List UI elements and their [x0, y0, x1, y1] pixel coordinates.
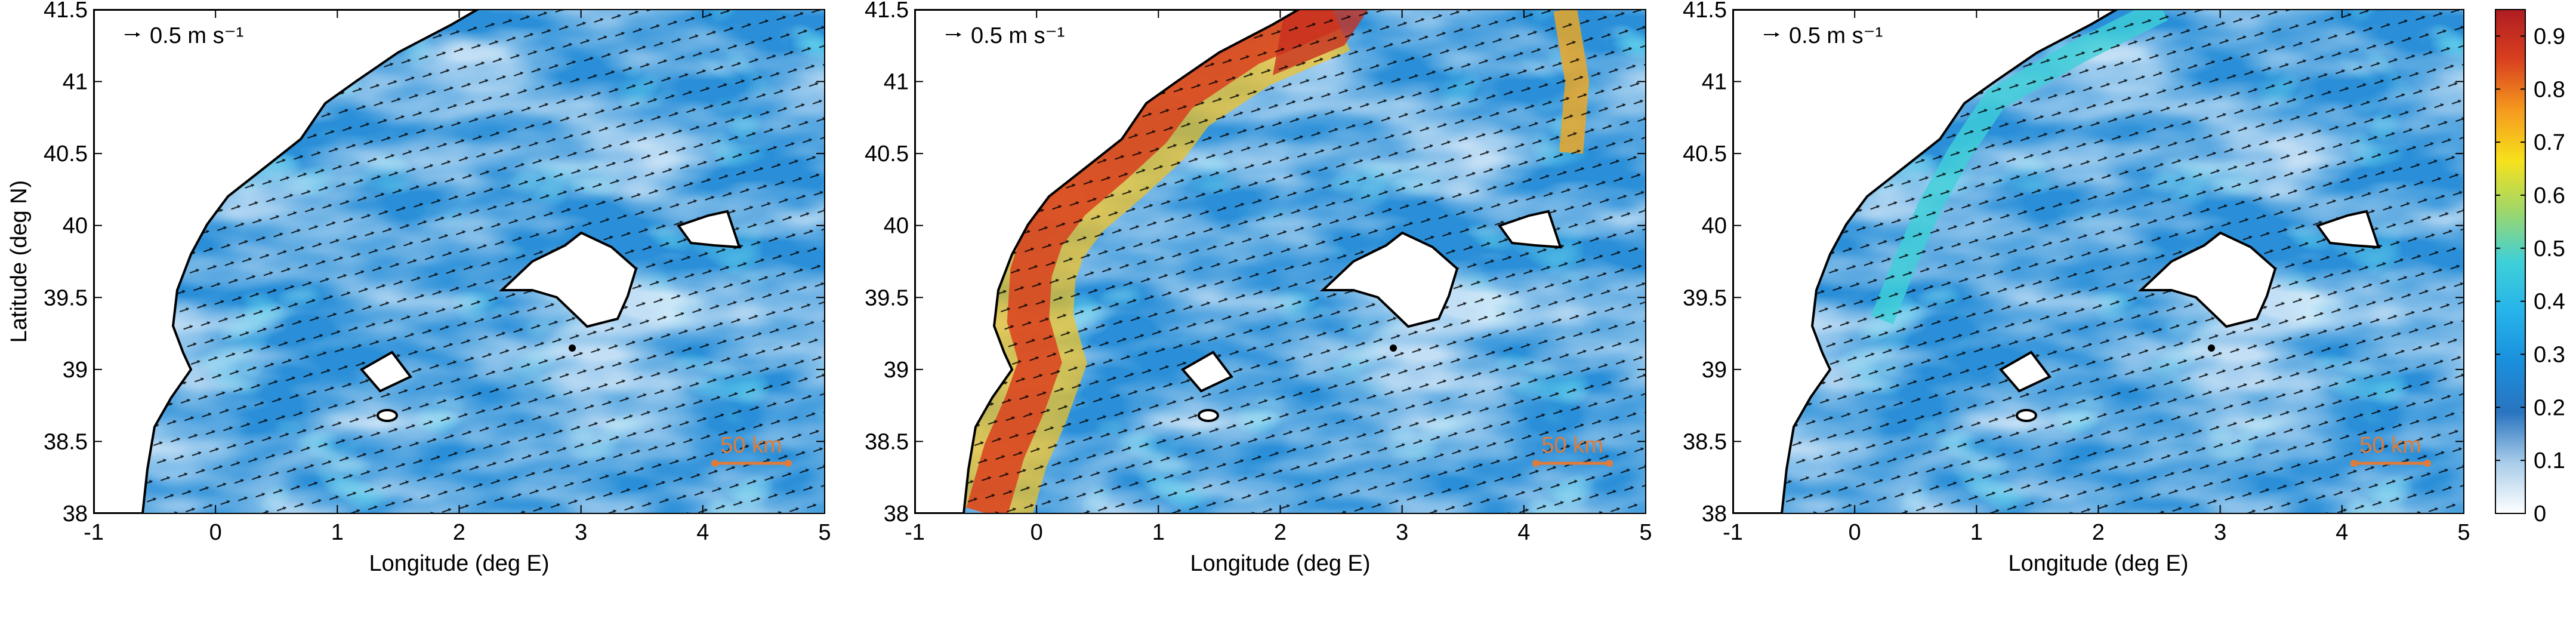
- colorbar-tick-label: 0.2: [2534, 395, 2565, 420]
- x-tick-label: 5: [818, 520, 831, 545]
- y-tick-label: 41.5: [1683, 0, 1727, 23]
- x-tick-label: -1: [1723, 520, 1743, 545]
- y-tick-label: 39.5: [44, 285, 88, 310]
- y-tick-label: 39: [884, 358, 909, 383]
- x-tick-label: -1: [905, 520, 925, 545]
- x-axis-label: Longitude (deg E): [1190, 551, 1370, 576]
- x-tick-label: 4: [696, 520, 709, 545]
- x-tick-label: 3: [2214, 520, 2226, 545]
- x-tick-label: 4: [1517, 520, 1530, 545]
- y-tick-label: 41.5: [44, 0, 88, 23]
- x-tick-label: 0: [1031, 520, 1043, 545]
- colorbar-tick-label: 0.7: [2534, 130, 2565, 155]
- colorbar-tick-label: 0.4: [2534, 290, 2565, 315]
- colorbar-tick-label: 0.5: [2534, 236, 2565, 261]
- y-tick-label: 40: [1702, 214, 1727, 239]
- x-tick-label: 4: [2336, 520, 2348, 545]
- y-tick-label: 39: [1702, 358, 1727, 383]
- colorbar-tick-label: 0.6: [2534, 183, 2565, 208]
- speed-field: [94, 10, 825, 513]
- x-axis-label: Longitude (deg E): [369, 551, 549, 576]
- y-tick-label: 40: [63, 214, 88, 239]
- scale-label: 50 km: [2359, 433, 2421, 458]
- x-tick-label: 0: [1849, 520, 1861, 545]
- x-tick-label: 5: [2457, 520, 2470, 545]
- y-tick-label: 38: [884, 501, 909, 527]
- y-tick-label: 41: [63, 70, 88, 95]
- x-tick-label: 2: [453, 520, 465, 545]
- y-tick-label: 38.5: [865, 429, 909, 454]
- reference-arrow-head: [1775, 32, 1779, 37]
- x-tick-label: -1: [84, 520, 104, 545]
- y-tick-label: 39: [63, 358, 88, 383]
- scale-bar-end: [711, 460, 718, 467]
- map-panel: -1 0 1 2 3 4 5 38 38.5 39 39.5 40 40.5 41 41.5 Longitud…: [1683, 0, 2470, 576]
- scale-label: 50 km: [720, 433, 782, 458]
- reference-label: 0.5 m s⁻¹: [150, 23, 243, 48]
- reference-arrow-head: [957, 32, 961, 37]
- x-tick-label: 1: [331, 520, 344, 545]
- y-tick-label: 41.5: [865, 0, 909, 23]
- colorbar-tick-label: 0.1: [2534, 448, 2565, 473]
- y-tick-label: 40: [884, 214, 909, 239]
- colorbar-tick-label: 0.9: [2534, 24, 2565, 49]
- scale-bar-end: [1532, 460, 1540, 467]
- speed-field: [915, 10, 1646, 513]
- y-tick-label: 41: [884, 70, 909, 95]
- y-axis-label: Latitude (deg N): [7, 180, 32, 343]
- scale-bar-end: [1606, 460, 1613, 467]
- x-tick-label: 3: [575, 520, 587, 545]
- y-tick-label: 39.5: [1683, 285, 1727, 310]
- scale-bar-end: [785, 460, 792, 467]
- reference-label: 0.5 m s⁻¹: [971, 23, 1065, 48]
- y-tick-label: 40.5: [865, 141, 909, 167]
- scale-bar-end: [2350, 460, 2358, 467]
- map-panel: -1 0 1 2 3 4 5 38 38.5 39 39.5 40 40.5 41 41.5 Longitud…: [865, 0, 1652, 576]
- y-tick-label: 40.5: [44, 141, 88, 167]
- reference-arrow-head: [136, 32, 140, 37]
- y-tick-label: 40.5: [1683, 141, 1727, 167]
- x-tick-label: 2: [2092, 520, 2105, 545]
- y-tick-label: 38: [63, 501, 88, 527]
- x-tick-label: 1: [1152, 520, 1165, 545]
- map-panel: -1 0 1 2 3 4 5 38 38.5 39 39.5 40 40.5 41 41.5 Longitud…: [44, 0, 831, 576]
- x-tick-label: 0: [209, 520, 222, 545]
- colorbar-tick-label: 0.3: [2534, 342, 2565, 367]
- y-tick-label: 38.5: [1683, 429, 1727, 454]
- x-tick-label: 3: [1396, 520, 1408, 545]
- colorbar-tick-label: 0: [2534, 501, 2546, 527]
- speed-field: [1733, 10, 2464, 513]
- x-tick-label: 1: [1970, 520, 1983, 545]
- x-tick-label: 2: [1274, 520, 1287, 545]
- colorbar-tick-label: 0.8: [2534, 77, 2565, 102]
- colorbar: [2495, 9, 2526, 514]
- scale-bar-end: [2424, 460, 2431, 467]
- reference-label: 0.5 m s⁻¹: [1789, 23, 1883, 48]
- y-tick-label: 41: [1702, 70, 1727, 95]
- x-tick-label: 5: [1639, 520, 1652, 545]
- y-tick-label: 38.5: [44, 429, 88, 454]
- y-tick-label: 39.5: [865, 285, 909, 310]
- y-tick-label: 38: [1702, 501, 1727, 527]
- x-axis-label: Longitude (deg E): [2008, 551, 2188, 576]
- scale-label: 50 km: [1541, 433, 1603, 458]
